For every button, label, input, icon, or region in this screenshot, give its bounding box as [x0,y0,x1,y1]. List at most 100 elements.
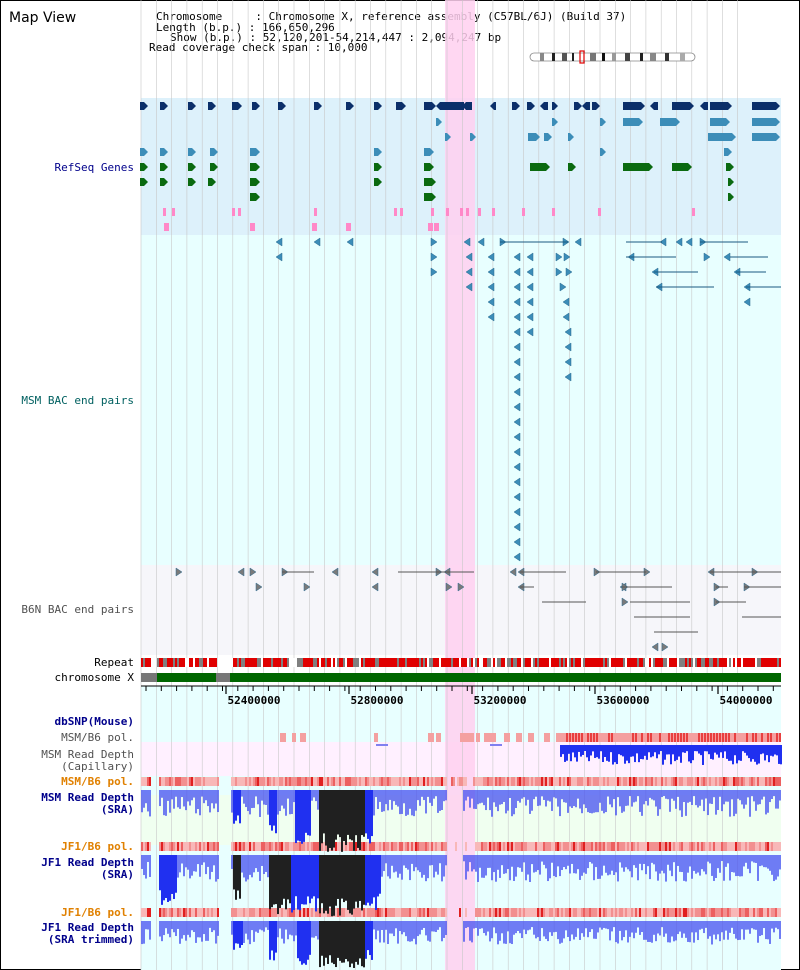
pol-segment [373,908,375,917]
pol-segment [161,908,163,917]
depth-bar [698,745,700,754]
depth-bar [315,790,317,801]
pol-segment [567,842,569,851]
pol-segment [279,842,281,851]
pol-segment [183,842,185,851]
repeat-segment [557,658,559,667]
depth-bar [527,921,529,930]
depth-bar [731,855,733,872]
pol-segment [273,777,275,786]
pol-segment [745,842,747,851]
depth-bar [695,790,697,805]
repeat-segment [197,658,199,667]
pol-segment [465,908,467,917]
label-msm-pol-2[interactable]: MSM/B6 pol. [61,775,134,788]
repeat-segment [199,658,201,667]
pol-segment [235,842,237,851]
pol-segment [727,842,729,851]
snp-dense [680,733,682,742]
repeat-segment [697,658,699,667]
depth-bar [569,921,571,941]
label-jf1-pol-2[interactable]: JF1/B6 pol. [61,906,134,919]
pol-segment [393,777,395,786]
depth-bar [589,790,591,813]
gene-glyph [660,118,680,126]
pol-segment [507,908,509,917]
pol-segment [415,842,417,851]
depth-bar [487,855,489,868]
label-msm-bac[interactable]: MSM BAC end pairs [21,394,134,407]
pol-segment [639,908,641,917]
depth-bar [301,855,303,904]
label-msm-pol-1[interactable]: MSM/B6 pol. [61,731,134,744]
depth-bar [707,855,709,862]
pol-segment [413,908,415,917]
pol-segment [669,842,671,851]
depth-bar [259,855,261,881]
pol-segment [251,908,253,917]
depth-bar [570,745,572,761]
depth-bar [653,855,655,864]
repeat-segment [181,658,183,667]
repeat-segment [731,658,733,667]
label-refseq-genes[interactable]: RefSeq Genes [55,161,134,174]
depth-bar [327,855,329,914]
pol-segment [563,842,565,851]
pol-segment [511,777,513,786]
repeat-segment [237,658,239,667]
pol-segment [425,777,427,786]
repeat-segment [533,658,535,667]
depth-bar [669,921,671,943]
label-repeat[interactable]: Repeat [94,656,134,669]
pol-segment [735,842,737,851]
pol-segment [173,777,175,786]
depth-bar [712,745,714,760]
pol-segment [391,777,393,786]
pol-segment [727,908,729,917]
pol-segment [749,908,751,917]
pol-segment [729,908,731,917]
depth-bar [766,745,768,755]
pol-segment [729,842,731,851]
snp-dense [596,733,598,742]
pol-segment [255,842,257,851]
pol-segment [217,908,219,917]
depth-bar [655,855,657,871]
depth-bar [693,921,695,943]
depth-bar [646,745,648,760]
repeat-segment [447,658,449,667]
label-jf1-depth-sra-sub: (SRA) [101,868,134,881]
pink-mark [692,208,695,216]
depth-bar [149,790,151,816]
repeat-segment [637,658,639,667]
pol-segment [337,777,339,786]
pol-segment [563,908,565,917]
depth-bar [537,855,539,870]
depth-bar [189,921,191,937]
depth-bar [573,921,575,939]
depth-bar [676,745,678,760]
pol-segment [693,908,695,917]
depth-bar [758,745,760,764]
label-b6n-bac[interactable]: B6N BAC end pairs [21,603,134,616]
depth-bar [491,921,493,938]
pol-segment [753,842,755,851]
depth-bar [722,745,724,758]
genome-tracks[interactable]: 52400000 52800000 53200000 53600000 54000000 [0,0,800,970]
pol-segment [587,777,589,786]
depth-bar [640,745,642,759]
repeat-segment [205,658,207,667]
label-jf1-pol-1[interactable]: JF1/B6 pol. [61,840,134,853]
label-dbsnp[interactable]: dbSNP(Mouse) [55,715,134,728]
pol-segment [577,842,579,851]
pol-segment [143,908,145,917]
repeat-segment [711,658,713,667]
pol-segment [543,908,545,917]
depth-bar [757,855,759,881]
pol-segment [485,908,487,917]
snp-dense [650,733,652,742]
depth-bar [477,921,479,936]
repeat-segment [755,658,757,667]
depth-bar [675,790,677,809]
depth-bar [601,921,603,930]
